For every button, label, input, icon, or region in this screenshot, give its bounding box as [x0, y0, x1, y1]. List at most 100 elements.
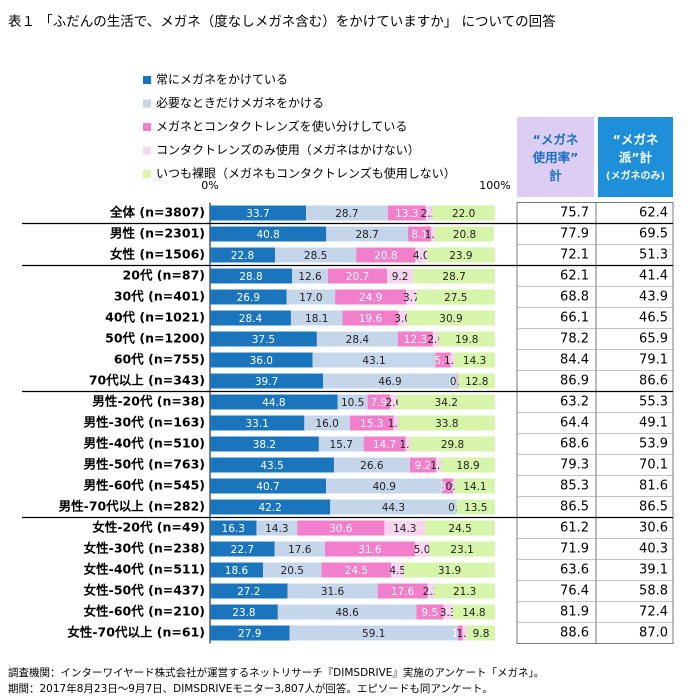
category-label: 男性-60代 (n=545)	[84, 478, 205, 493]
table-value: 53.9	[639, 437, 668, 452]
bar-segment	[210, 478, 326, 494]
bar-segment	[210, 625, 290, 641]
bar-segment	[210, 457, 334, 473]
bar-segment	[406, 289, 417, 305]
category-label: 30代 (n=401)	[114, 289, 205, 304]
table-value: 66.1	[560, 311, 589, 326]
bar-segment	[434, 583, 495, 599]
value-label: 22.8	[231, 250, 254, 262]
x-tick-label: 0%	[201, 179, 218, 192]
bar-segment	[405, 436, 411, 452]
legend-label: コンタクトレンズのみ使用（メガネはかけない）	[156, 142, 420, 157]
value-label: 48.6	[335, 607, 359, 619]
category-label: 20代 (n=87)	[123, 268, 205, 283]
header-line: (メガネのみ)	[606, 169, 665, 182]
value-label: 14.7	[373, 439, 396, 451]
bar-segment	[441, 457, 495, 473]
bar-segment	[367, 394, 391, 410]
value-label: 17.0	[299, 292, 322, 304]
category-label: 女性-60代 (n=210)	[84, 604, 205, 619]
bar-segment	[432, 331, 439, 347]
value-label: 28.7	[442, 271, 465, 283]
table-header-label: “メガネ派”計 (メガネのみ)	[606, 132, 665, 183]
bar-segment	[274, 247, 357, 263]
value-label: 44.8	[262, 397, 285, 409]
value-label: 17.6	[288, 544, 312, 556]
table-value: 72.1	[560, 248, 589, 263]
value-label: 22.0	[452, 208, 475, 220]
bar-segment	[408, 226, 432, 242]
table-value: 62.1	[560, 269, 589, 284]
value-label: 12.8	[465, 376, 488, 388]
bar-segment	[316, 331, 398, 347]
value-label: 7.9	[371, 397, 388, 409]
bar-segment	[435, 352, 451, 368]
value-label: 15.7	[330, 439, 353, 451]
value-label: 16.3	[222, 523, 245, 535]
bar-segment	[425, 205, 433, 221]
value-label: 39.7	[255, 376, 278, 388]
bar-segment	[453, 478, 455, 494]
value-label: 31.9	[438, 565, 461, 577]
bar-segment	[443, 604, 453, 620]
category-label: 女性-70代以上 (n=61)	[67, 625, 205, 640]
value-label: 16.0	[315, 418, 338, 430]
bar-segment	[397, 331, 433, 347]
category-label: 男性-20代 (n=38)	[92, 394, 205, 409]
category-label: 女性-40代 (n=511)	[84, 562, 205, 577]
value-label: 9.5	[422, 607, 439, 619]
bar-segment	[457, 373, 459, 389]
value-label: 14.3	[463, 355, 486, 367]
table-value: 85.3	[560, 479, 589, 494]
value-label: 8.1	[411, 229, 428, 241]
value-label: 19.6	[359, 313, 383, 325]
footnote: 期間：2017年8月23日～9月7日、DIMSDRIVEモニター3,807人が回…	[8, 682, 493, 695]
value-label: 30.9	[439, 313, 462, 325]
category-label: 男性-30代 (n=163)	[84, 415, 205, 430]
bar-segment	[210, 541, 275, 557]
value-label: 9.2	[392, 271, 409, 283]
bar-segment	[321, 562, 392, 578]
value-label: 12.3	[404, 334, 427, 346]
value-label: 23.9	[449, 250, 472, 262]
table-value: 41.4	[639, 269, 668, 284]
table-value: 79.1	[639, 353, 668, 368]
value-label: 20.8	[374, 250, 397, 262]
bar-segment	[210, 268, 293, 284]
bar-segment	[297, 520, 385, 536]
value-label: 28.8	[239, 271, 262, 283]
value-label: 28.5	[304, 250, 327, 262]
category-label: 70代以上 (n=343)	[89, 373, 205, 388]
bar-segment	[415, 247, 427, 263]
table-frame	[516, 202, 674, 644]
value-label: 33.1	[245, 418, 268, 430]
bar-segment	[306, 205, 388, 221]
value-label: 20.8	[453, 229, 476, 241]
bar-segment	[413, 268, 495, 284]
table-value: 86.5	[639, 500, 668, 515]
table-value: 71.9	[560, 542, 589, 557]
table-value: 81.6	[639, 479, 668, 494]
legend-swatch	[143, 99, 151, 108]
value-label: 4.0	[413, 250, 430, 262]
value-label: 18.1	[305, 313, 328, 325]
table-value: 77.9	[560, 227, 589, 242]
bar-segment	[452, 604, 495, 620]
bar-segment	[210, 436, 319, 452]
bar-segment	[287, 583, 378, 599]
table-value: 55.3	[639, 395, 668, 410]
category-label: 女性-30代 (n=238)	[84, 541, 205, 556]
bar-segment	[454, 478, 495, 494]
bar-segment	[436, 457, 442, 473]
value-label: 15.3	[360, 418, 383, 430]
value-label: 23.1	[450, 544, 473, 556]
table-value: 76.4	[560, 584, 589, 599]
table-value: 68.6	[560, 437, 589, 452]
value-label: 28.4	[239, 313, 263, 325]
value-label: 40.8	[256, 229, 279, 241]
value-label: 29.8	[441, 439, 464, 451]
value-label: 28.7	[335, 208, 358, 220]
value-label: 27.5	[444, 292, 467, 304]
table-value: 61.2	[560, 521, 589, 536]
legend-label: 必要なときだけメガネをかける	[156, 96, 324, 110]
